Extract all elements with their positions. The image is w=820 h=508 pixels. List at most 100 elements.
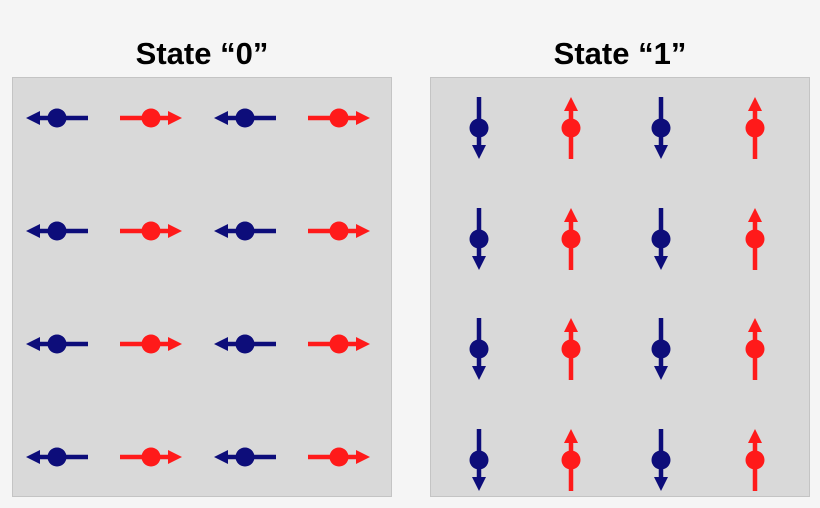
- spin-left-arrow: [214, 108, 276, 128]
- spin-dot: [235, 447, 255, 467]
- state-0-spin-lattice: [26, 108, 370, 467]
- spin-dot: [235, 334, 255, 354]
- spin-down-arrow: [469, 318, 489, 380]
- spin-dot: [47, 447, 67, 467]
- spin-arrowhead: [472, 256, 486, 270]
- spin-dot: [745, 450, 765, 470]
- spin-left-arrow: [26, 447, 88, 467]
- spin-dot: [745, 229, 765, 249]
- spin-arrowhead: [748, 429, 762, 443]
- spin-dot: [329, 108, 349, 128]
- spin-up-arrow: [561, 208, 581, 270]
- spin-dot: [329, 447, 349, 467]
- spin-down-arrow: [469, 429, 489, 491]
- spin-arrowhead: [654, 477, 668, 491]
- spin-right-arrow: [308, 447, 370, 467]
- spin-left-arrow: [214, 447, 276, 467]
- spin-dot: [141, 447, 161, 467]
- spin-up-arrow: [745, 318, 765, 380]
- spin-down-arrow: [469, 208, 489, 270]
- spin-right-arrow: [308, 334, 370, 354]
- spin-arrowhead: [26, 337, 40, 351]
- spin-arrowhead: [472, 366, 486, 380]
- spin-right-arrow: [120, 221, 182, 241]
- spin-arrowhead: [654, 366, 668, 380]
- state-1-spin-lattice: [469, 97, 765, 491]
- spin-arrowhead: [214, 450, 228, 464]
- spin-arrowhead: [564, 429, 578, 443]
- spin-dot: [745, 118, 765, 138]
- spin-arrowhead: [214, 111, 228, 125]
- state-1-title: State “1”: [553, 36, 687, 71]
- spin-arrowhead: [356, 224, 370, 238]
- spin-dot: [651, 229, 671, 249]
- spin-up-arrow: [745, 208, 765, 270]
- spin-dot: [47, 221, 67, 241]
- spin-dot: [329, 334, 349, 354]
- spin-arrowhead: [356, 337, 370, 351]
- spin-arrowhead: [26, 224, 40, 238]
- spin-dot: [141, 108, 161, 128]
- spin-dot: [651, 450, 671, 470]
- spin-down-arrow: [651, 429, 671, 491]
- spin-arrowhead: [472, 145, 486, 159]
- spin-left-arrow: [26, 221, 88, 241]
- spin-left-arrow: [26, 108, 88, 128]
- spin-dot: [561, 229, 581, 249]
- spin-up-arrow: [561, 429, 581, 491]
- spin-up-arrow: [745, 97, 765, 159]
- spin-right-arrow: [120, 108, 182, 128]
- spin-arrowhead: [654, 145, 668, 159]
- spin-arrowhead: [214, 224, 228, 238]
- spin-arrowhead: [168, 450, 182, 464]
- spin-arrowhead: [168, 337, 182, 351]
- state-0-title: State “0”: [135, 36, 269, 71]
- spin-arrowhead: [26, 450, 40, 464]
- spin-dot: [469, 118, 489, 138]
- spin-right-arrow: [308, 108, 370, 128]
- spin-right-arrow: [120, 334, 182, 354]
- spin-arrowhead: [564, 208, 578, 222]
- spin-dot: [47, 108, 67, 128]
- state-0-panel: [12, 77, 392, 497]
- spin-arrowhead: [168, 224, 182, 238]
- spin-dot: [235, 108, 255, 128]
- spin-arrowhead: [748, 318, 762, 332]
- spin-dot: [141, 334, 161, 354]
- spin-arrowhead: [168, 111, 182, 125]
- spin-dot: [235, 221, 255, 241]
- spin-arrowhead: [748, 97, 762, 111]
- spin-dot: [469, 339, 489, 359]
- spin-right-arrow: [308, 221, 370, 241]
- spin-arrowhead: [214, 337, 228, 351]
- spin-up-arrow: [745, 429, 765, 491]
- spin-dot: [329, 221, 349, 241]
- spin-dot: [141, 221, 161, 241]
- spin-arrowhead: [654, 256, 668, 270]
- spin-up-arrow: [561, 97, 581, 159]
- spin-dot: [469, 450, 489, 470]
- spin-arrowhead: [564, 97, 578, 111]
- spin-dot: [651, 118, 671, 138]
- spin-down-arrow: [651, 318, 671, 380]
- spin-up-arrow: [561, 318, 581, 380]
- spin-left-arrow: [214, 334, 276, 354]
- spin-right-arrow: [120, 447, 182, 467]
- spin-dot: [469, 229, 489, 249]
- spin-left-arrow: [26, 334, 88, 354]
- spin-arrowhead: [748, 208, 762, 222]
- spin-arrowhead: [356, 111, 370, 125]
- spin-dot: [651, 339, 671, 359]
- spin-down-arrow: [651, 97, 671, 159]
- spin-dot: [561, 450, 581, 470]
- spin-arrowhead: [356, 450, 370, 464]
- spin-arrowhead: [472, 477, 486, 491]
- spin-dot: [47, 334, 67, 354]
- spin-dot: [561, 339, 581, 359]
- spin-down-arrow: [469, 97, 489, 159]
- spin-left-arrow: [214, 221, 276, 241]
- state-1-panel: [430, 77, 810, 497]
- spin-dot: [561, 118, 581, 138]
- spin-arrowhead: [564, 318, 578, 332]
- spin-arrowhead: [26, 111, 40, 125]
